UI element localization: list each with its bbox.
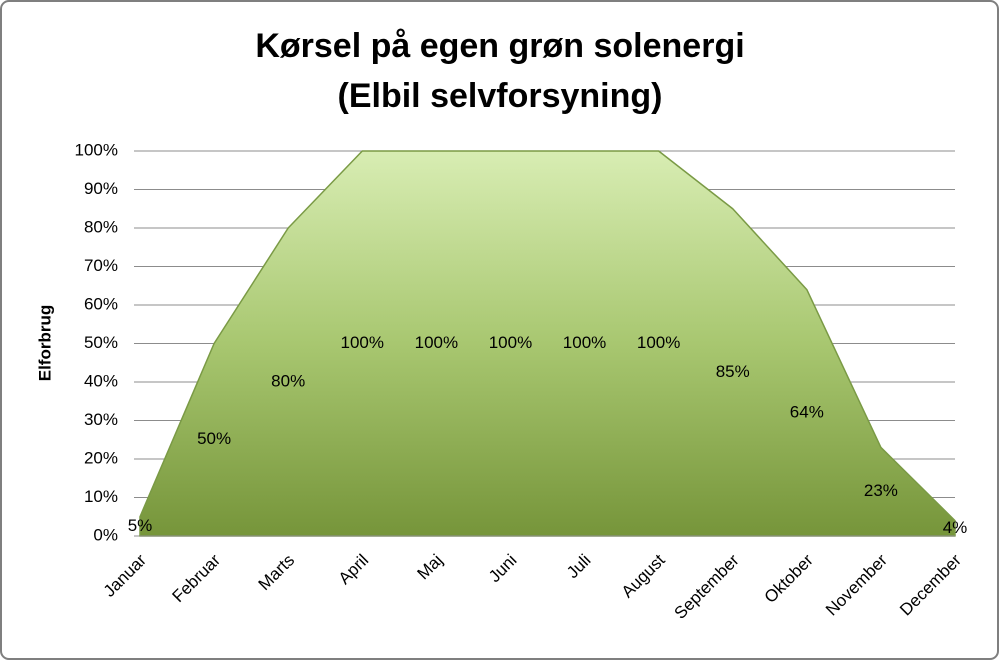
value-label: 5% xyxy=(128,516,153,535)
y-tick-label: 70% xyxy=(84,256,118,275)
value-label: 80% xyxy=(271,371,305,390)
y-tick-label: 40% xyxy=(84,371,118,390)
y-tick-label: 10% xyxy=(84,487,118,506)
value-label: 4% xyxy=(943,518,968,537)
value-label: 64% xyxy=(790,402,824,421)
y-tick-label: 0% xyxy=(93,525,118,544)
value-label: 100% xyxy=(415,333,458,352)
value-label: 100% xyxy=(637,333,680,352)
value-label: 50% xyxy=(197,429,231,448)
y-tick-label: 80% xyxy=(84,217,118,236)
y-tick-label: 20% xyxy=(84,448,118,467)
y-tick-label: 100% xyxy=(75,140,118,159)
value-label: 100% xyxy=(341,333,384,352)
y-axis-label: Elforbrug xyxy=(35,305,54,382)
y-tick-label: 50% xyxy=(84,333,118,352)
y-tick-label: 30% xyxy=(84,410,118,429)
value-label: 85% xyxy=(716,362,750,381)
y-tick-label: 90% xyxy=(84,179,118,198)
chart-title: (Elbil selvforsyning) xyxy=(338,77,663,115)
area xyxy=(139,150,956,537)
value-label: 23% xyxy=(864,481,898,500)
value-label: 100% xyxy=(563,333,606,352)
y-tick-label: 60% xyxy=(84,294,118,313)
value-label: 100% xyxy=(489,333,532,352)
chart-title: Kørsel på egen grøn solenergi xyxy=(255,27,744,65)
